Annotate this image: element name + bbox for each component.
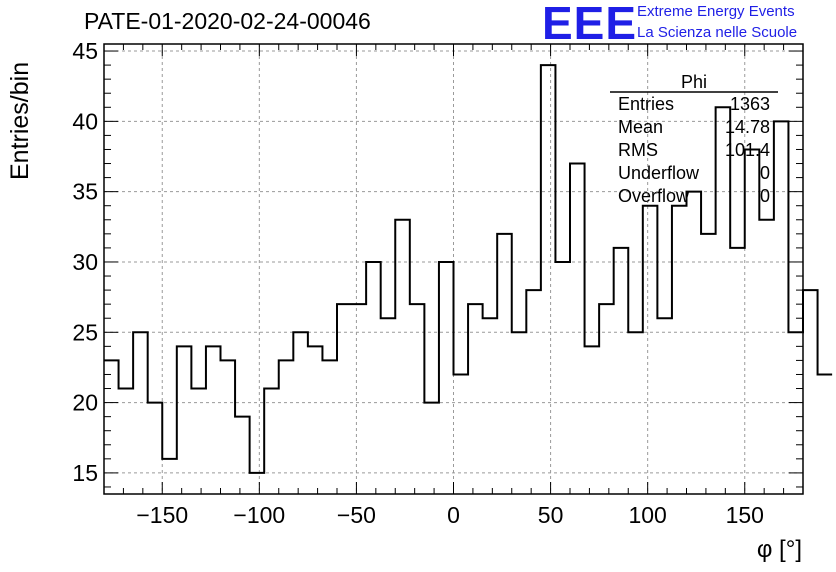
stats-value: 0 (760, 186, 770, 206)
histogram-bin (526, 290, 541, 494)
histogram-bin (366, 262, 381, 494)
stats-box-title: Phi (681, 72, 707, 92)
histogram-bin (687, 192, 702, 494)
histogram-bin (191, 389, 206, 494)
histogram-bin (716, 107, 731, 494)
y-tick-label: 15 (72, 460, 98, 486)
histogram-bin (177, 346, 192, 494)
histogram-bin (381, 318, 396, 494)
x-tick-label: −100 (233, 502, 285, 528)
y-tick-label: 45 (72, 38, 98, 64)
chart-title: PATE-01-2020-02-24-00046 (84, 8, 371, 34)
histogram-bin (672, 206, 687, 494)
histogram-bin (337, 304, 352, 494)
histogram-bin (614, 248, 629, 494)
x-tick-label: −150 (136, 502, 188, 528)
histogram-bin (352, 304, 367, 494)
stats-value: 0 (760, 163, 770, 183)
histogram-bin (585, 346, 600, 494)
histogram-bin (628, 332, 643, 494)
stats-label: RMS (618, 140, 658, 160)
histogram-bin (803, 290, 818, 494)
histogram-bin (497, 234, 512, 494)
x-tick-label: 150 (726, 502, 764, 528)
logo-line-1: Extreme Energy Events (637, 3, 795, 20)
stats-label: Entries (618, 94, 674, 114)
x-tick-label: 100 (628, 502, 666, 528)
stats-label: Underflow (618, 163, 700, 183)
y-tick-label: 20 (72, 390, 98, 416)
histogram-bin (701, 234, 716, 494)
histogram-bin (657, 318, 672, 494)
histogram-bin (279, 360, 294, 494)
histogram-bin (745, 149, 760, 494)
histogram-bin (293, 332, 308, 494)
histogram-bin (308, 346, 323, 494)
histogram-bin (512, 332, 527, 494)
histogram-bin (555, 262, 570, 494)
histogram-bin (454, 374, 469, 494)
stats-label: Overflow (618, 186, 690, 206)
x-tick-label: 50 (538, 502, 564, 528)
y-tick-label: 30 (72, 249, 98, 275)
histogram-bin (235, 417, 250, 494)
histogram-bin (730, 248, 745, 494)
histogram-bin (439, 262, 454, 494)
histogram-bin (599, 304, 614, 494)
histogram-bin (395, 220, 410, 494)
y-tick-label: 40 (72, 108, 98, 134)
x-tick-label: 0 (447, 502, 460, 528)
histogram-bin (162, 459, 177, 494)
histogram-bin (818, 374, 833, 494)
eee-logo: EEE (542, 0, 638, 49)
histogram-bin (643, 206, 658, 494)
histogram-bin (410, 304, 425, 494)
histogram-bin (483, 318, 498, 494)
histogram-bin (788, 332, 803, 494)
histogram-bin (119, 389, 134, 494)
histogram-bin (468, 304, 483, 494)
histogram-bin (206, 346, 221, 494)
histogram-bin (133, 332, 148, 494)
stats-value: 101.4 (725, 140, 770, 160)
histogram-bin (774, 121, 789, 494)
histogram-bin (541, 65, 556, 494)
histogram-bin (322, 360, 337, 494)
histogram-line (104, 64, 833, 474)
stats-value: 14.78 (725, 117, 770, 137)
histogram-bin (250, 473, 265, 494)
stats-value: 1363 (730, 94, 770, 114)
histogram-bin (570, 164, 585, 494)
histogram-bin (104, 360, 119, 494)
histogram-bin (221, 360, 236, 494)
x-tick-label: −50 (337, 502, 376, 528)
stats-label: Mean (618, 117, 663, 137)
logo-line-2: La Scienza nelle Scuole (637, 24, 798, 41)
histogram-bin (264, 389, 279, 494)
y-tick-label: 35 (72, 179, 98, 205)
histogram-bin (424, 403, 439, 494)
y-tick-label: 25 (72, 319, 98, 345)
histogram-bin (148, 403, 163, 494)
histogram-bin (759, 220, 774, 494)
x-axis-label: φ [°] (756, 536, 802, 563)
